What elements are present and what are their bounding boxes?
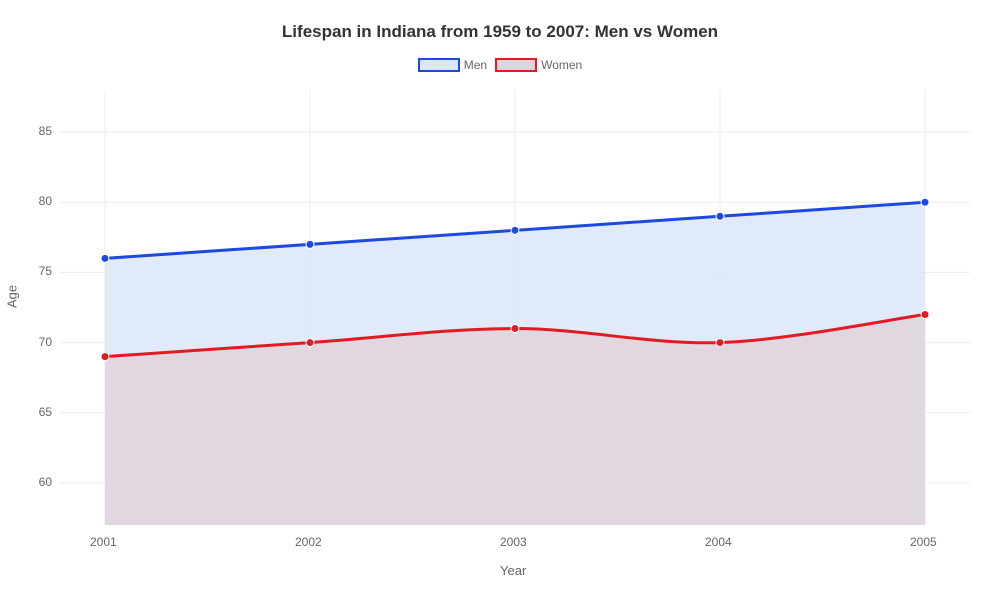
y-tick-label: 60 <box>39 475 52 489</box>
legend-swatch-women <box>495 58 537 72</box>
y-tick-label: 75 <box>39 264 52 278</box>
legend-label-men: Men <box>464 58 487 72</box>
y-tick-label: 85 <box>39 124 52 138</box>
x-tick-label: 2002 <box>295 535 322 549</box>
y-tick-label: 65 <box>39 405 52 419</box>
chart-svg <box>60 90 970 525</box>
legend-item-men: Men <box>418 58 487 72</box>
chart-container: Lifespan in Indiana from 1959 to 2007: M… <box>0 0 1000 600</box>
x-tick-label: 2001 <box>90 535 117 549</box>
legend: Men Women <box>0 58 1000 72</box>
x-tick-label: 2004 <box>705 535 732 549</box>
y-tick-label: 80 <box>39 194 52 208</box>
y-axis-label: Age <box>5 284 20 307</box>
plot-area <box>60 90 970 525</box>
x-tick-label: 2003 <box>500 535 527 549</box>
chart-title: Lifespan in Indiana from 1959 to 2007: M… <box>0 22 1000 42</box>
x-axis-label: Year <box>500 563 526 578</box>
legend-item-women: Women <box>495 58 582 72</box>
legend-swatch-men <box>418 58 460 72</box>
legend-label-women: Women <box>541 58 582 72</box>
y-tick-label: 70 <box>39 335 52 349</box>
x-tick-label: 2005 <box>910 535 937 549</box>
